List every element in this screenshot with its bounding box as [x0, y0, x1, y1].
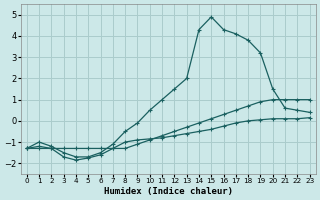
X-axis label: Humidex (Indice chaleur): Humidex (Indice chaleur) — [104, 187, 233, 196]
